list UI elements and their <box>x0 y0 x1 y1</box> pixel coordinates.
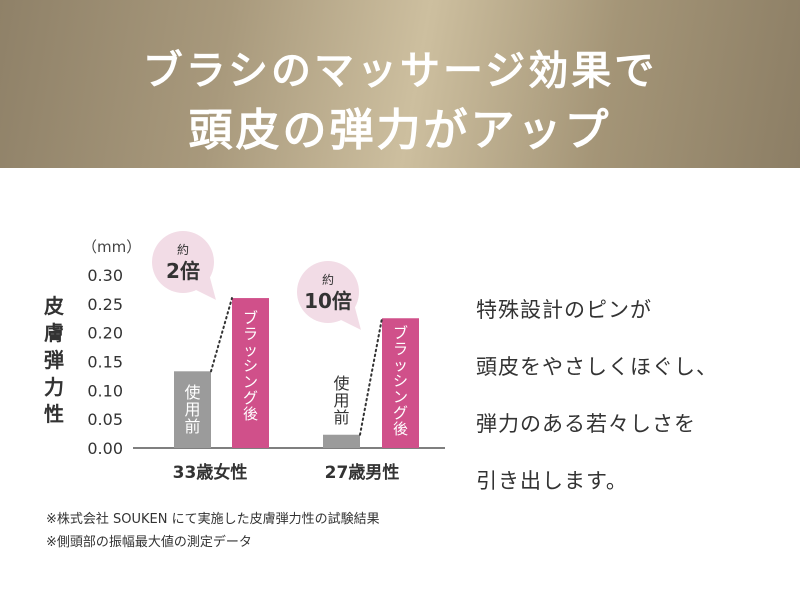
bar-label: 使 <box>184 383 200 402</box>
bar-label: ラ <box>393 340 408 358</box>
footnotes: ※株式会社 SOUKEN にて実施した皮膚弾力性の試験結果 ※側頭部の振幅最大値… <box>46 508 380 554</box>
bar-label: 用 <box>184 400 200 419</box>
category-label: 33歳女性 <box>172 463 248 483</box>
y-tick-label: 0.25 <box>87 295 123 314</box>
callout-value: 10倍 <box>304 289 352 313</box>
bar-label: 後 <box>243 405 258 423</box>
bar-label: グ <box>393 404 408 422</box>
bar-label: グ <box>243 389 258 407</box>
y-tick-label: 0.15 <box>87 353 123 372</box>
bar-before <box>174 371 211 448</box>
y-tick-label: 0.00 <box>87 439 123 458</box>
bar-label: シ <box>243 357 258 375</box>
footnote: ※側頭部の振幅最大値の測定データ <box>46 535 252 550</box>
description: 特殊設計のピンが 頭皮をやさしくほぐし、 弾力のある若々しさを 引き出します。 <box>476 282 786 510</box>
bar-label: 前 <box>333 408 349 427</box>
description-line: 特殊設計のピンが <box>476 298 652 322</box>
headline-line-1: ブラシのマッサージ効果で <box>142 48 658 94</box>
header-banner: ブラシのマッサージ効果で 頭皮の弾力がアップ <box>0 0 800 168</box>
callout-prefix: 約 <box>176 243 189 257</box>
headline-line-2: 頭皮の弾力がアップ <box>188 105 612 156</box>
y-tick-label: 0.30 <box>87 266 123 285</box>
bar-after <box>232 298 269 448</box>
footnote: ※株式会社 SOUKEN にて実施した皮膚弾力性の試験結果 <box>46 512 380 527</box>
callout-value: 2倍 <box>166 259 200 283</box>
bar-label: ブ <box>393 324 408 342</box>
connector-line <box>359 317 383 436</box>
y-tick-label: 0.05 <box>87 410 123 429</box>
callout-prefix: 約 <box>321 273 334 287</box>
bar-label: 使 <box>333 374 349 393</box>
y-tick-label: 0.10 <box>87 381 123 400</box>
bar-label: ン <box>393 388 408 406</box>
bar-label: ッ <box>243 341 258 359</box>
bar-after <box>382 318 419 448</box>
connector-line <box>210 297 233 373</box>
category-label: 27歳男性 <box>324 463 400 483</box>
bar-label: シ <box>393 372 408 390</box>
bar-label: ブ <box>243 309 258 327</box>
description-line: 弾力のある若々しさを <box>476 412 696 436</box>
bar-label: 用 <box>333 391 349 410</box>
ratio-callout: 約 2倍 <box>152 231 214 293</box>
bar-label: 後 <box>393 420 408 438</box>
bar-label: 前 <box>184 417 200 436</box>
bar-label: ン <box>243 373 258 391</box>
bar-label: ッ <box>393 356 408 374</box>
y-tick-label: 0.20 <box>87 324 123 343</box>
ratio-callout: 約 10倍 <box>297 261 359 323</box>
description-line: 引き出します。 <box>476 469 628 493</box>
bar-before <box>323 434 360 448</box>
unit-label: （mm） <box>82 238 142 256</box>
bar-label: ラ <box>243 325 258 343</box>
y-axis-label: 皮膚弾力性 <box>44 294 64 426</box>
description-line: 頭皮をやさしくほぐし、 <box>476 355 718 379</box>
